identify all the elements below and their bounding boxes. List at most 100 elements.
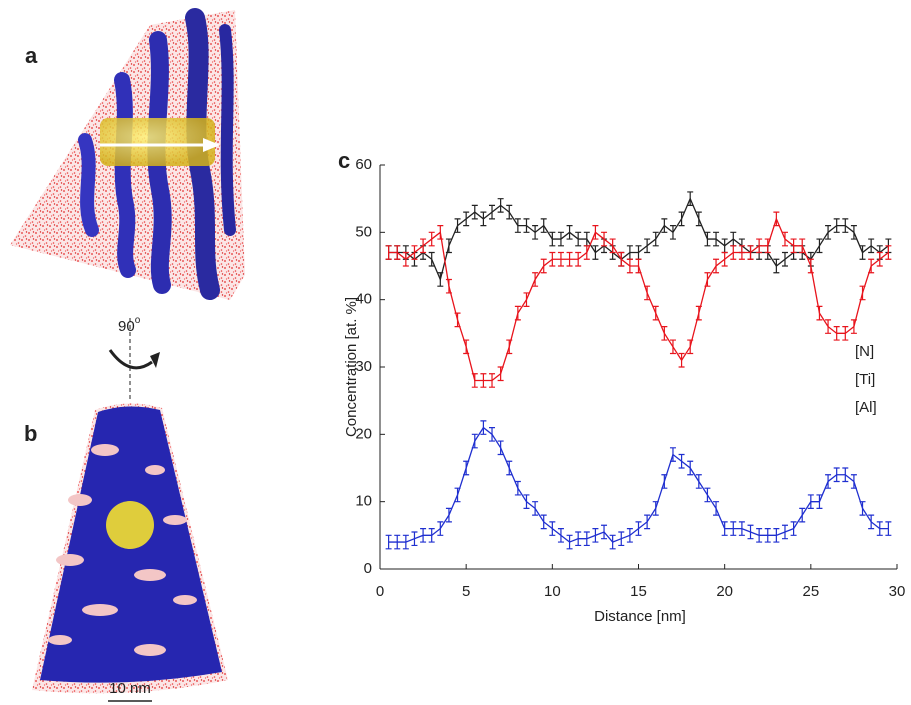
error-bar xyxy=(506,204,513,220)
degree-mark: o xyxy=(135,315,141,326)
error-bar xyxy=(532,501,539,516)
error-bar xyxy=(480,420,487,435)
error-bar xyxy=(721,238,728,254)
panel-label: a xyxy=(25,43,38,68)
error-bar xyxy=(385,245,392,260)
error-bar xyxy=(730,231,737,247)
error-bar xyxy=(583,531,590,547)
error-bar xyxy=(385,534,392,550)
error-bar xyxy=(497,198,504,213)
error-bar xyxy=(532,272,539,287)
error-bar xyxy=(850,225,857,240)
error-bar xyxy=(644,285,651,301)
panel-label: c xyxy=(338,148,350,173)
error-bar xyxy=(669,225,676,240)
error-bar xyxy=(437,225,444,240)
error-bar xyxy=(575,231,582,247)
error-bar xyxy=(575,251,582,267)
error-bar xyxy=(738,245,745,260)
error-bar xyxy=(454,487,461,503)
error-bar xyxy=(549,251,556,267)
error-bar xyxy=(523,292,530,307)
rotation-arrow xyxy=(108,349,153,370)
error-bar xyxy=(445,507,452,523)
error-bar xyxy=(816,305,823,321)
error-bar xyxy=(540,218,547,233)
error-bar xyxy=(807,258,814,274)
error-bar xyxy=(781,524,788,540)
scale-bar-label: 10 nm xyxy=(109,680,151,697)
error-bar xyxy=(506,339,513,355)
error-bar xyxy=(532,225,539,240)
error-bar xyxy=(704,487,711,503)
legend-entry: [Al] xyxy=(855,399,877,416)
error-bar xyxy=(592,225,599,240)
error-bar xyxy=(661,326,668,341)
error-bar xyxy=(471,433,478,449)
error-bar xyxy=(773,528,780,543)
error-bar xyxy=(799,238,806,254)
error-bar xyxy=(635,521,642,536)
error-bar xyxy=(730,245,737,260)
error-bar xyxy=(557,528,564,543)
error-bar xyxy=(420,238,427,254)
error-bar xyxy=(695,474,702,489)
error-bar xyxy=(713,231,720,247)
error-bar xyxy=(454,218,461,233)
series-line xyxy=(388,217,889,382)
error-bar xyxy=(471,373,478,388)
error-bar xyxy=(669,339,676,355)
error-bar xyxy=(773,258,780,274)
error-bar xyxy=(747,245,754,260)
error-bar xyxy=(799,507,806,523)
y-tick-label: 50 xyxy=(355,223,372,240)
error-bar xyxy=(463,211,470,227)
x-axis-label: Distance [nm] xyxy=(594,608,686,625)
panel-label: b xyxy=(24,421,37,446)
x-tick-label: 5 xyxy=(462,583,470,600)
error-bar xyxy=(713,501,720,516)
x-tick-label: 25 xyxy=(802,583,819,600)
error-bar xyxy=(781,231,788,247)
error-bar xyxy=(833,218,840,233)
error-bar xyxy=(885,245,892,260)
y-tick-label: 10 xyxy=(355,493,372,510)
error-bar xyxy=(626,528,633,543)
error-bar xyxy=(747,524,754,540)
y-tick-label: 60 xyxy=(355,156,372,173)
error-bar xyxy=(859,501,866,516)
error-bar xyxy=(825,225,832,240)
error-bar xyxy=(445,278,452,294)
error-bar xyxy=(859,285,866,301)
error-bar xyxy=(885,521,892,536)
error-bar xyxy=(480,373,487,388)
rotation-angle: 90o xyxy=(118,315,141,335)
error-bar xyxy=(652,305,659,321)
error-bar xyxy=(557,231,564,247)
error-bar xyxy=(816,494,823,509)
error-bar xyxy=(583,245,590,260)
panel-b-image xyxy=(32,403,228,694)
error-bar xyxy=(687,191,694,206)
error-bar xyxy=(652,231,659,247)
error-bar xyxy=(549,521,556,536)
x-tick-label: 15 xyxy=(630,583,647,600)
error-bar xyxy=(721,251,728,267)
error-bar xyxy=(428,251,435,267)
error-bar xyxy=(850,319,857,334)
error-bar xyxy=(592,528,599,543)
error-bar xyxy=(868,238,875,254)
error-bar xyxy=(471,204,478,220)
error-bar xyxy=(437,272,444,287)
error-bar xyxy=(833,467,840,483)
error-bar xyxy=(514,218,521,233)
y-tick-label: 0 xyxy=(364,560,372,577)
error-bar xyxy=(764,238,771,254)
error-bar xyxy=(635,258,642,274)
error-bar xyxy=(428,528,435,543)
error-bar xyxy=(756,238,763,254)
error-bar xyxy=(833,326,840,341)
error-bar xyxy=(411,531,418,547)
y-axis-label: Concentration [at. %] xyxy=(343,297,360,437)
